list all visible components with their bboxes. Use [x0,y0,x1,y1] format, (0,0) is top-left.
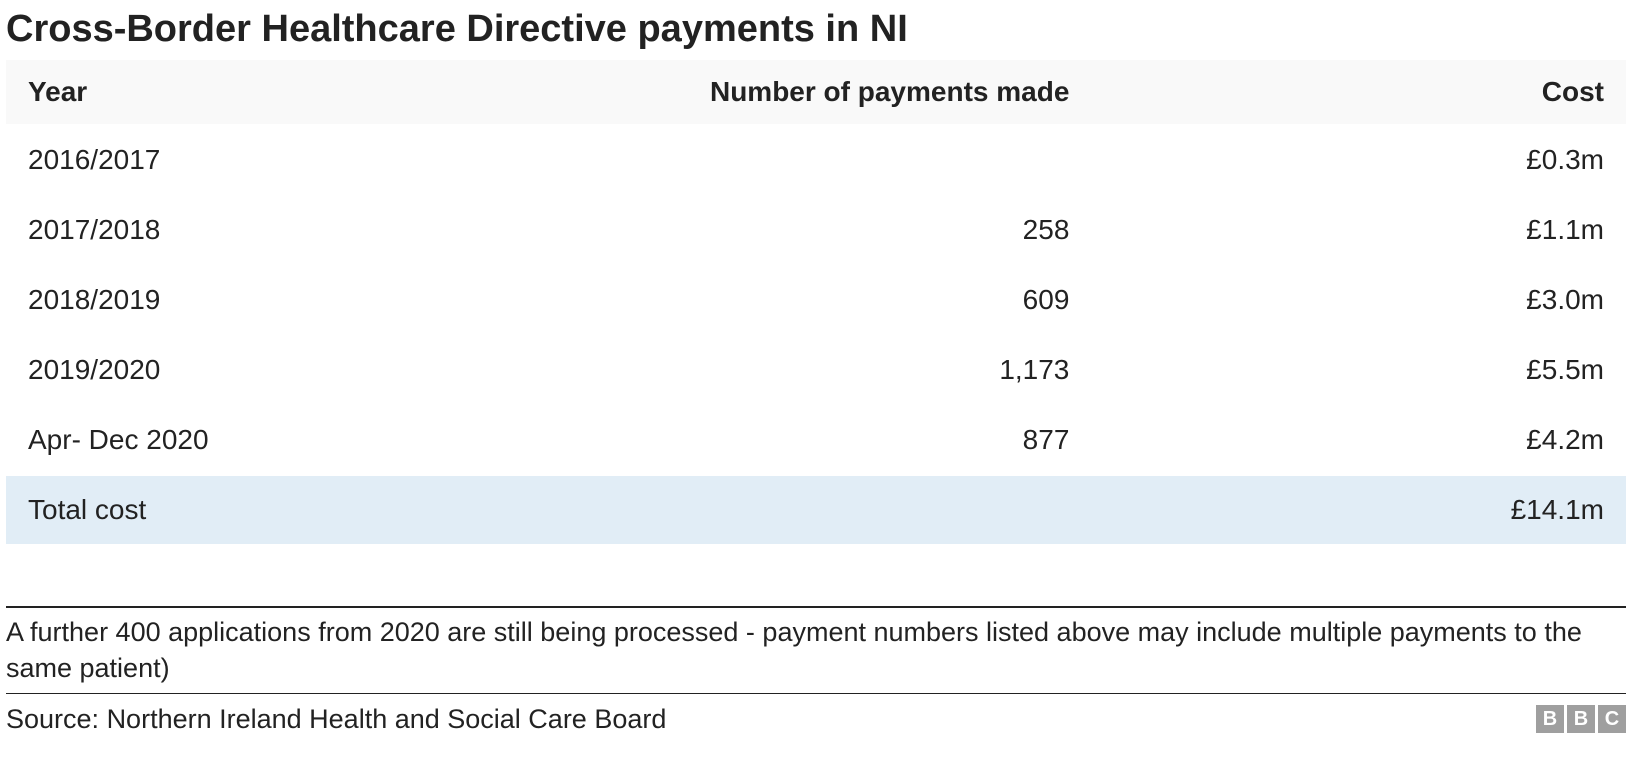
cell-number [541,126,1092,194]
table-row: 2017/2018258£1.1m [6,196,1626,264]
table-header-row: Year Number of payments made Cost [6,60,1626,124]
footnote: A further 400 applications from 2020 are… [6,606,1626,694]
cell-year: Apr- Dec 2020 [6,406,541,474]
cell-cost: £4.2m [1091,406,1626,474]
cell-number: 877 [541,406,1092,474]
logo-block: B [1536,705,1564,733]
table-row: 2019/20201,173£5.5m [6,336,1626,404]
cell-year: 2019/2020 [6,336,541,404]
cell-number: 258 [541,196,1092,264]
source-line: Source: Northern Ireland Health and Soci… [6,704,666,735]
col-header-year: Year [6,60,541,124]
cell-cost: £1.1m [1091,196,1626,264]
cell-year: 2018/2019 [6,266,541,334]
table-row: Total cost £14.1m [6,476,1626,544]
logo-block: C [1598,705,1626,733]
cell-year: 2017/2018 [6,196,541,264]
payments-table: Year Number of payments made Cost 2016/2… [6,58,1626,606]
cell-cost: £5.5m [1091,336,1626,404]
page-title: Cross-Border Healthcare Directive paymen… [6,8,1626,52]
col-header-cost: Cost [1091,60,1626,124]
bbc-logo: BBC [1536,705,1626,733]
table-row: 2016/2017 £0.3m [6,126,1626,194]
table-spacer-row [6,546,1626,604]
cell-cost: £0.3m [1091,126,1626,194]
table-row: Apr- Dec 2020877£4.2m [6,406,1626,474]
cell-cost: £3.0m [1091,266,1626,334]
table-row: 2018/2019609£3.0m [6,266,1626,334]
source-prefix: Source: [6,704,107,734]
cell-number: 1,173 [541,336,1092,404]
cell-year: Total cost [6,476,541,544]
cell-year: 2016/2017 [6,126,541,194]
cell-number [541,476,1092,544]
source-text: Northern Ireland Health and Social Care … [107,704,667,734]
col-header-number: Number of payments made [541,60,1092,124]
cell-number: 609 [541,266,1092,334]
cell-cost: £14.1m [1091,476,1626,544]
logo-block: B [1567,705,1595,733]
